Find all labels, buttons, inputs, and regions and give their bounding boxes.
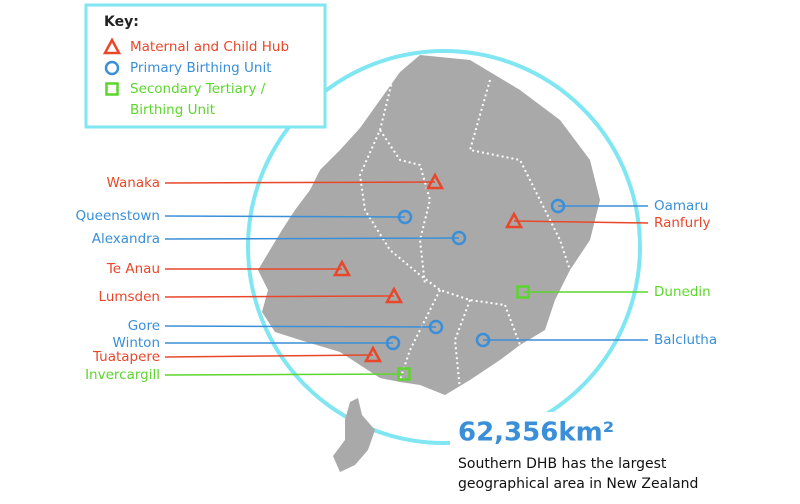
- key-label: Primary Birthing Unit: [130, 60, 272, 76]
- place-label: Dunedin: [654, 284, 711, 300]
- tertiary-marker: [105, 82, 119, 96]
- place-label: Ranfurly: [654, 215, 711, 231]
- birthing-unit-marker: [385, 335, 401, 351]
- hub-marker: [384, 286, 404, 304]
- place-label: Invercargill: [85, 367, 160, 383]
- place-label: Winton: [113, 335, 160, 351]
- leader-line: [164, 181, 436, 184]
- key-label: Maternal and Child Hub: [130, 39, 289, 55]
- leader-line: [164, 295, 395, 298]
- key-label: Birthing Unit: [130, 102, 215, 118]
- place-label: Queenstown: [75, 208, 160, 224]
- place-label: Balclutha: [654, 332, 717, 348]
- hub-marker: [102, 37, 122, 55]
- southern-region-map: [258, 55, 600, 395]
- place-label: Alexandra: [92, 231, 160, 247]
- hub-marker: [425, 172, 445, 190]
- leader-line: [164, 237, 460, 240]
- stat-description: geographical area in New Zealand: [458, 476, 698, 492]
- stat-description: Southern DHB has the largest: [458, 456, 667, 472]
- place-label: Wanaka: [107, 175, 160, 191]
- leader-line: [164, 215, 406, 218]
- stewart-island: [333, 398, 375, 472]
- place-label: Oamaru: [654, 198, 708, 214]
- birthing-unit-marker: [104, 60, 120, 76]
- hub-marker: [332, 259, 352, 277]
- hub-marker: [363, 345, 383, 363]
- stat-value: 62,356km²: [458, 418, 614, 448]
- leader-line: [513, 220, 649, 224]
- birthing-unit-marker: [451, 230, 467, 246]
- place-label: Tuatapere: [92, 349, 160, 365]
- region-circle: [246, 49, 642, 445]
- leader-line: [164, 373, 405, 376]
- tertiary-marker: [397, 367, 411, 381]
- place-label: Gore: [128, 318, 160, 334]
- birthing-unit-marker: [550, 198, 566, 214]
- key-label: Secondary Tertiary /: [130, 81, 266, 97]
- birthing-unit-marker: [428, 319, 444, 335]
- leader-line: [164, 325, 437, 328]
- tertiary-marker: [516, 285, 530, 299]
- birthing-unit-marker: [475, 332, 491, 348]
- stat-backdrop: [450, 412, 710, 504]
- birthing-unit-marker: [397, 209, 413, 225]
- district-boundaries: [358, 69, 571, 391]
- key-box: [84, 3, 327, 129]
- leader-line: [164, 354, 374, 358]
- place-label: Lumsden: [99, 289, 160, 305]
- key-title: Key:: [104, 14, 139, 30]
- place-label: Te Anau: [106, 261, 160, 277]
- hub-marker: [504, 211, 524, 229]
